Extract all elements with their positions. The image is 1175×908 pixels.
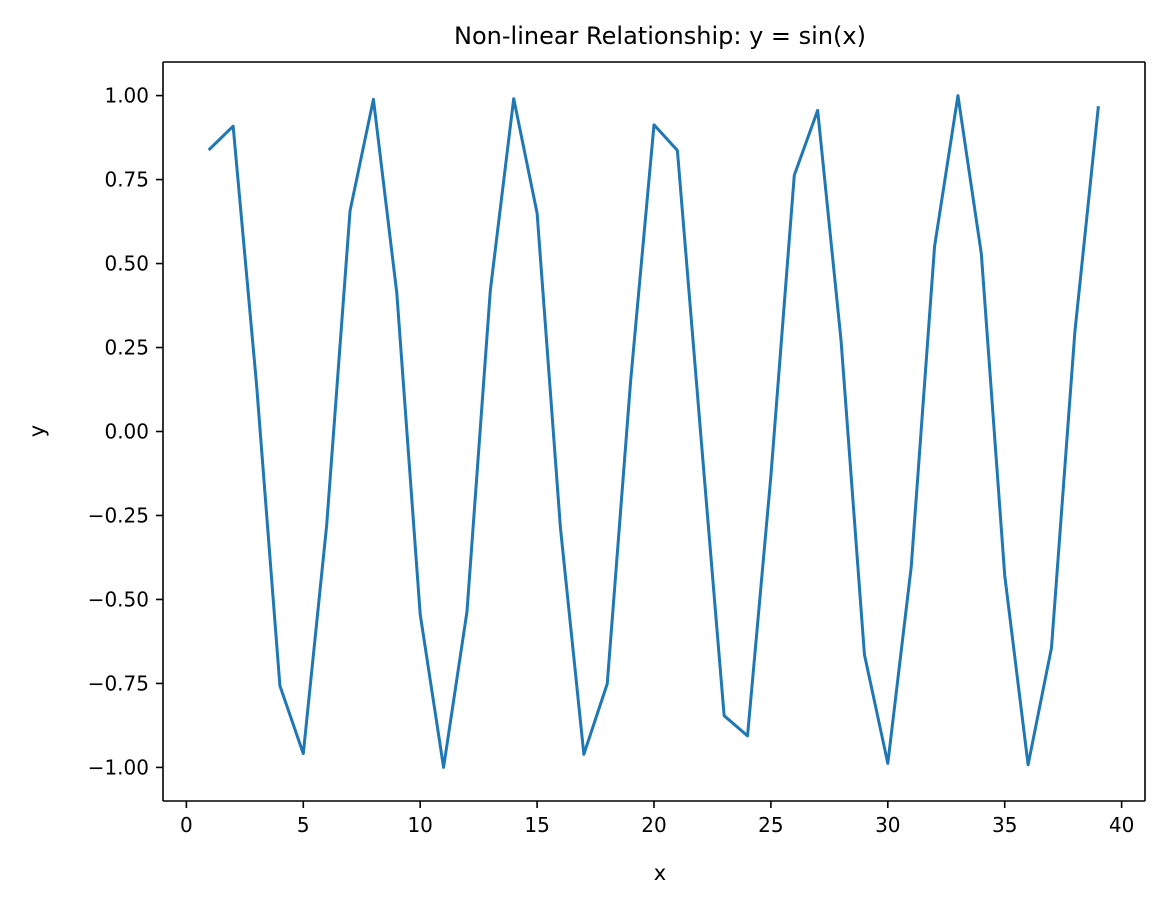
x-axis-title: x	[654, 861, 666, 885]
plot-area	[163, 62, 1145, 801]
y-tick-label: 0.75	[104, 168, 149, 192]
y-tick-label: 1.00	[104, 84, 149, 108]
x-tick-label: 35	[992, 813, 1017, 837]
y-tick-label: −1.00	[88, 755, 149, 779]
y-tick-label: 0.00	[104, 420, 149, 444]
plot-background	[163, 62, 1145, 801]
x-tick-label: 5	[297, 813, 310, 837]
ticks-layer: 0 5 10 15 20 25 30 35 40 1.00 0.75 0.50 0.25 0.00 −0.2…	[88, 84, 1135, 837]
y-tick-label: 0.25	[104, 336, 149, 360]
series-layer	[207, 94, 1100, 769]
y-axis-title: y	[25, 425, 49, 437]
x-tick-label: 20	[641, 813, 666, 837]
x-tick-label: 30	[875, 813, 900, 837]
chart-title: Non-linear Relationship: y = sin(x)	[454, 22, 866, 50]
y-tick-label: −0.25	[88, 503, 149, 527]
series-line-1	[207, 94, 1100, 769]
x-tick-label: 15	[524, 813, 549, 837]
y-tick-label: 0.50	[104, 252, 149, 276]
y-tick-label: −0.50	[88, 587, 149, 611]
x-tick-label: 10	[407, 813, 432, 837]
y-tick-label: −0.75	[88, 671, 149, 695]
x-tick-label: 25	[758, 813, 783, 837]
x-tick-label: 40	[1109, 813, 1134, 837]
x-tick-label: 0	[180, 813, 193, 837]
